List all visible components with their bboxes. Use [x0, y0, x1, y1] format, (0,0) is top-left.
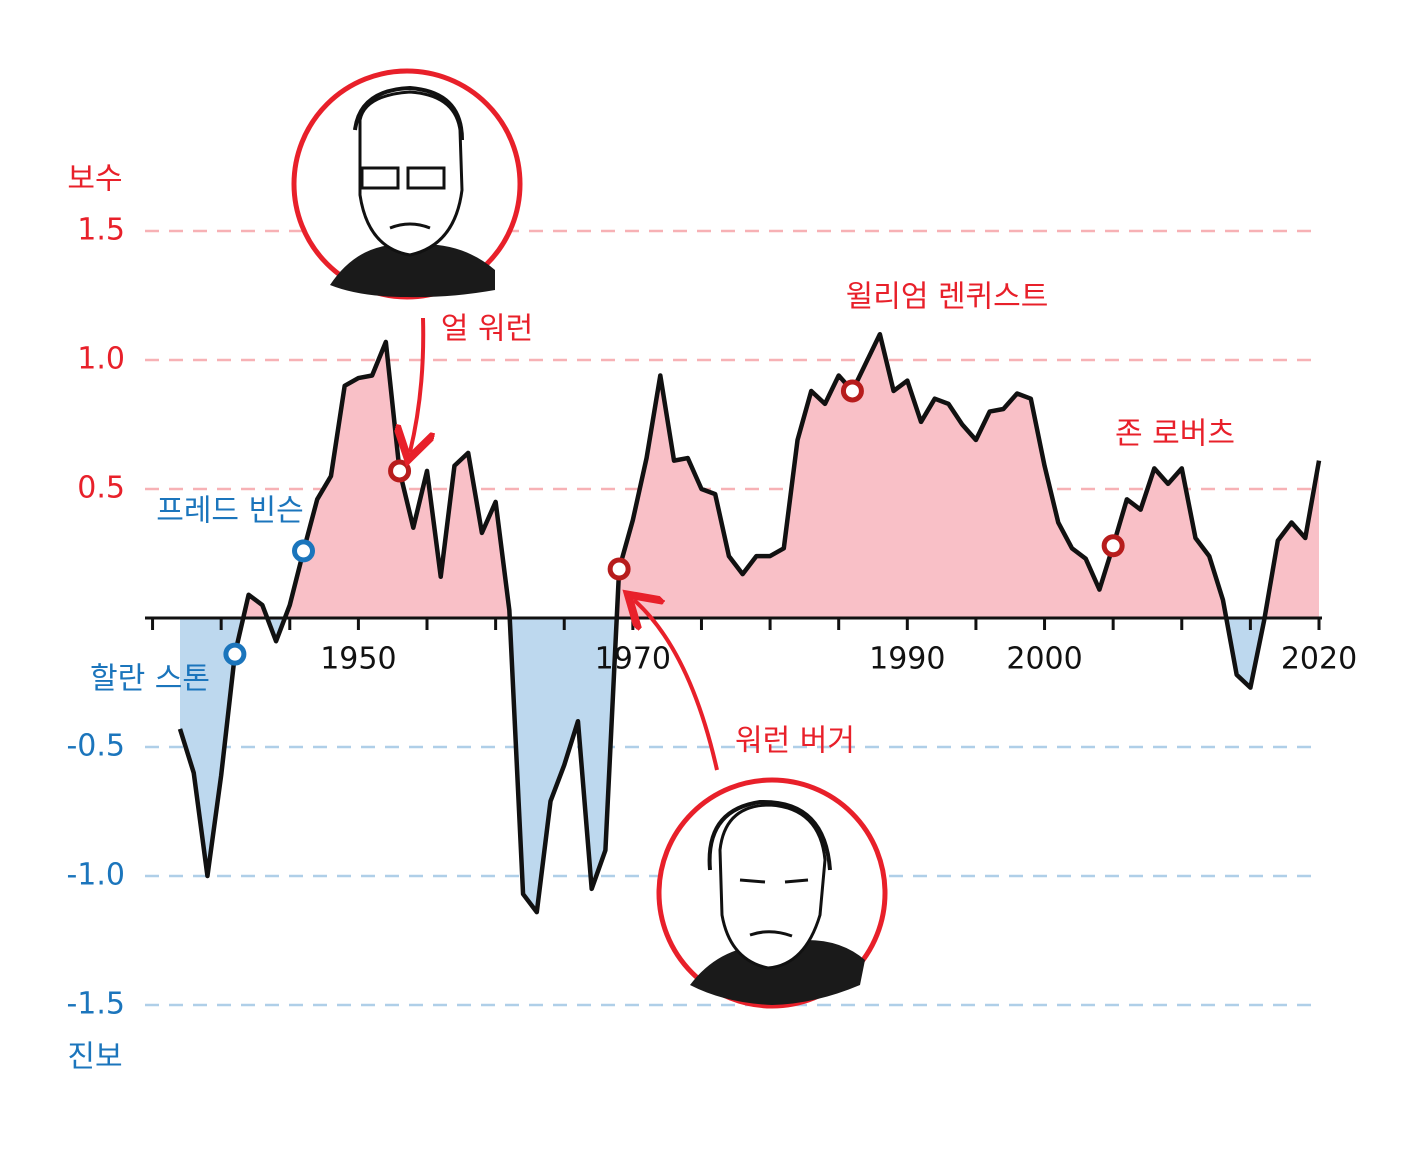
- x-tick-label: 1950: [320, 642, 396, 677]
- portrait-warren: [291, 68, 523, 300]
- x-tick-label: 1970: [595, 642, 671, 677]
- y-tick-label: -1.5: [66, 987, 125, 1022]
- y-tick-label: 0.5: [77, 471, 125, 506]
- y-tick-label: 1.0: [77, 342, 125, 377]
- annotation-label: 할란 스톤: [90, 662, 210, 697]
- marker: [223, 642, 247, 666]
- arrow: [410, 317, 423, 452]
- y-label-bottom: 진보: [67, 1040, 122, 1075]
- marker: [292, 539, 316, 563]
- annotation-label: 프레드 빈슨: [156, 494, 304, 529]
- marker: [840, 379, 864, 403]
- annotation-label: 존 로버츠: [1115, 417, 1235, 452]
- x-tick-label: 2020: [1281, 642, 1357, 677]
- portrait-burger: [656, 777, 888, 1009]
- y-label-top: 보수: [67, 162, 122, 197]
- annotation-label: 워런 버거: [735, 724, 855, 759]
- marker: [607, 557, 631, 581]
- area-positive: [180, 334, 1319, 618]
- marker: [388, 459, 412, 483]
- x-tick-label: 2000: [1006, 642, 1082, 677]
- line: [177, 331, 1322, 915]
- annotation-label: 얼 워런: [441, 312, 533, 347]
- y-tick-label: -0.5: [66, 729, 125, 764]
- marker: [1101, 534, 1125, 558]
- annotation-label: 윌리엄 렌퀴스트: [846, 280, 1049, 315]
- y-tick-label: 1.5: [77, 213, 125, 248]
- y-tick-label: -1.0: [66, 858, 125, 893]
- x-tick-label: 1990: [869, 642, 945, 677]
- arrow: [634, 600, 719, 771]
